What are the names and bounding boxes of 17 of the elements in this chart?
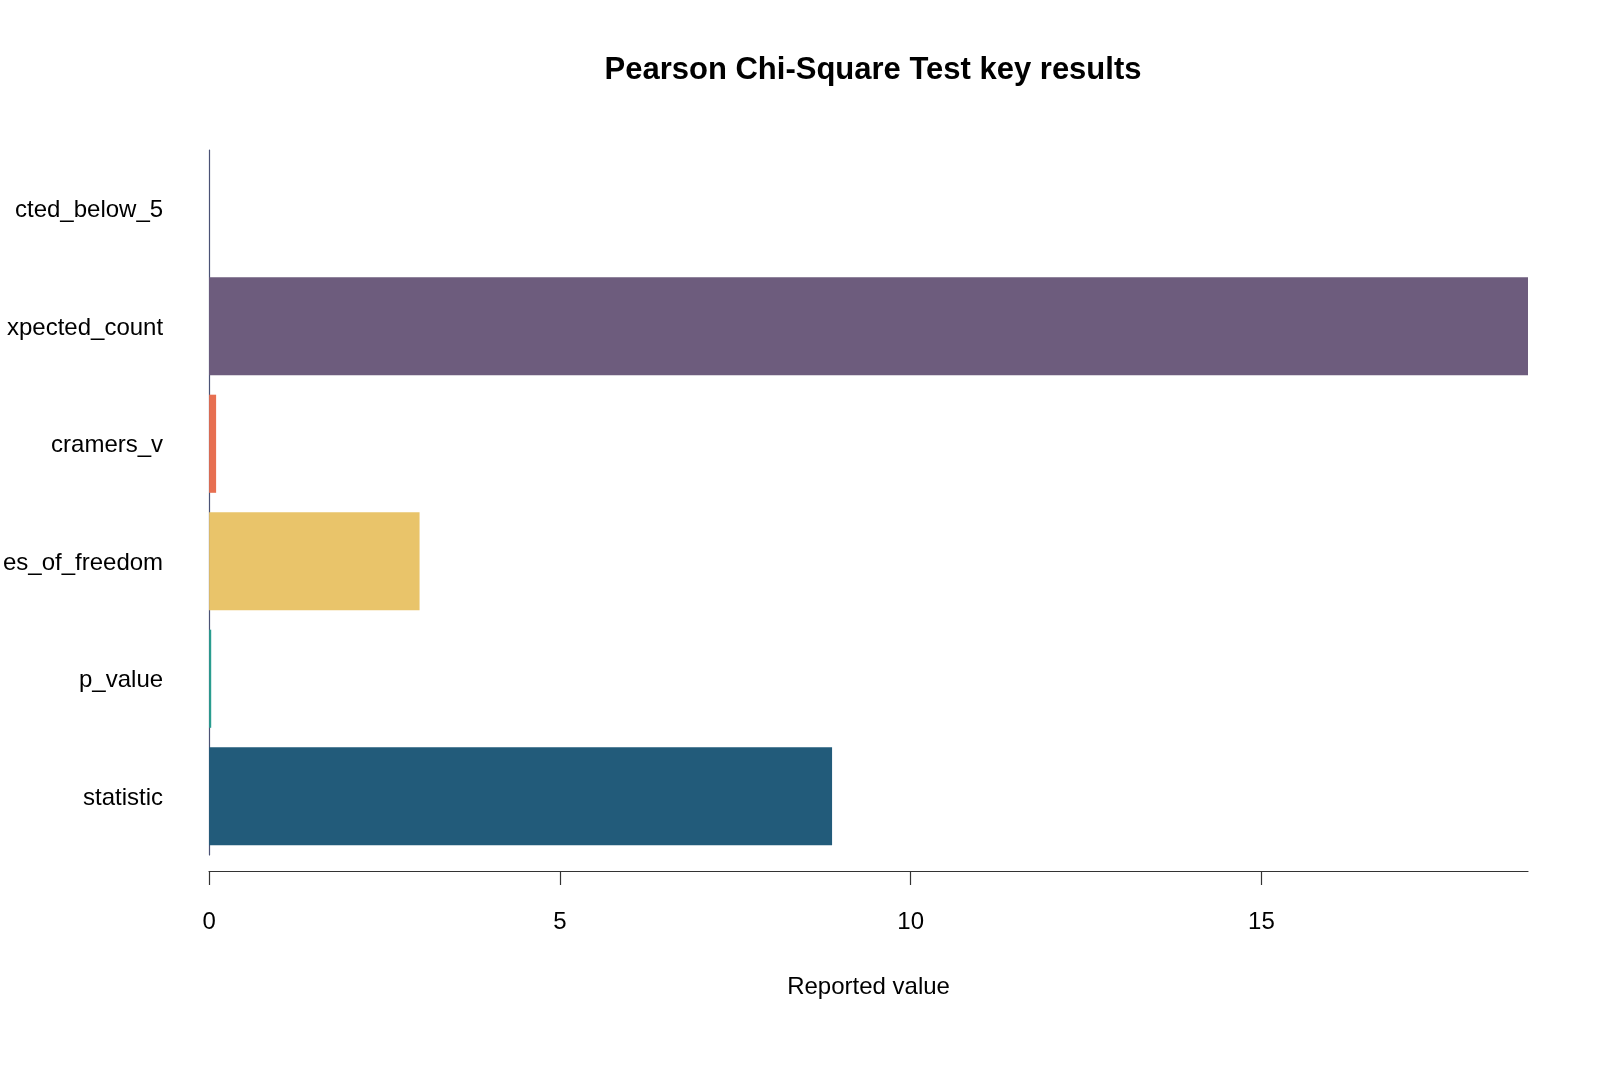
chart-title: Pearson Chi-Square Test key results — [604, 51, 1142, 86]
bar — [209, 277, 1528, 376]
x-axis-title: Reported value — [787, 971, 950, 999]
x-tick-label: 15 — [1248, 906, 1275, 934]
x-tick-label: 10 — [897, 906, 924, 934]
y-tick-label: statistic — [83, 782, 164, 810]
bar — [209, 629, 212, 728]
y-tick-label: es_of_freedom — [2, 547, 164, 575]
x-tick-label: 5 — [553, 906, 567, 934]
bar — [209, 512, 420, 611]
x-tick-label: 0 — [202, 906, 216, 934]
bar — [209, 747, 833, 846]
y-tick-label: cted_below_5 — [14, 195, 164, 223]
y-tick-label: cramers_v — [51, 430, 164, 458]
bar — [209, 394, 217, 493]
y-tick-label: p_value — [79, 665, 164, 693]
y-tick-label: xpected_count — [6, 312, 164, 340]
